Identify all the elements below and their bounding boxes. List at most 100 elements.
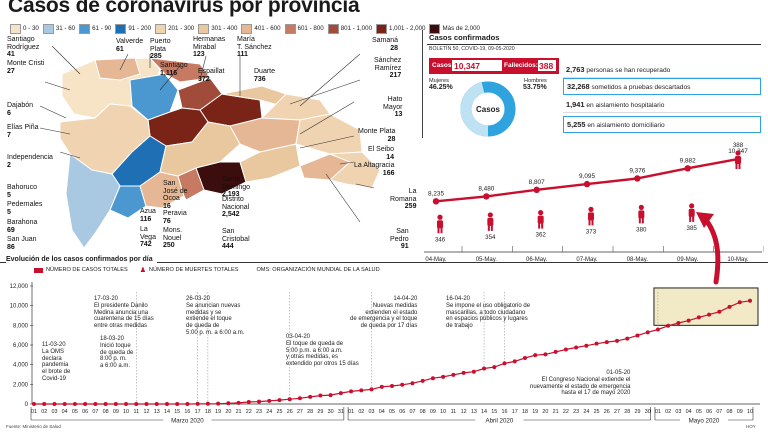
case-point bbox=[62, 402, 67, 406]
label-el-seibo: El Seibo 14 bbox=[368, 146, 395, 161]
stat-row: 32,268 sometidos a pruebas descartados bbox=[563, 78, 761, 95]
case-point bbox=[267, 398, 272, 403]
day-label: 10 bbox=[123, 409, 129, 415]
day-label: 24 bbox=[266, 409, 272, 415]
stat-value: 2,763 bbox=[566, 65, 585, 74]
recent-case-label: 8,235 bbox=[428, 190, 444, 197]
day-label: 12 bbox=[144, 409, 150, 415]
stat-text: en aislamiento hospitalario bbox=[584, 102, 665, 109]
day-label: 19 bbox=[215, 409, 221, 415]
hombres-label: Hombres 53.75% bbox=[523, 78, 547, 91]
day-label: 18 bbox=[522, 409, 528, 415]
day-label: 30 bbox=[328, 409, 334, 415]
case-point bbox=[246, 400, 251, 405]
casos-value: 10,347 bbox=[454, 61, 480, 71]
legend-swatch bbox=[79, 23, 91, 34]
case-point bbox=[512, 359, 517, 364]
month-label: Abril 2020 bbox=[485, 418, 513, 425]
mujeres-label: Mujeres 46.25% bbox=[429, 78, 453, 91]
label-hato-mayor: Hato Mayor 13 bbox=[383, 96, 403, 119]
day-label: 04 bbox=[62, 409, 68, 415]
case-point bbox=[32, 402, 36, 406]
day-label: 04 bbox=[686, 409, 692, 415]
legend-swatch bbox=[376, 23, 388, 34]
case-point bbox=[420, 378, 425, 383]
case-point bbox=[175, 402, 180, 406]
label-duarte: Duarte 736 bbox=[254, 68, 276, 83]
map-southwest bbox=[65, 153, 121, 249]
death-label: 388 bbox=[733, 142, 744, 149]
map-san-cristobal bbox=[177, 167, 205, 201]
annotation-16-04: 16-04-20 Se impone el uso obligatorio de… bbox=[446, 296, 531, 330]
label-san-juan: San Juan 86 bbox=[7, 236, 37, 251]
day-label: 04 bbox=[379, 409, 385, 415]
day-label: 26 bbox=[604, 409, 610, 415]
legend-swatch bbox=[115, 23, 127, 34]
day-label: 02 bbox=[358, 409, 364, 415]
label-monte-plata: Monte Plata 28 bbox=[358, 128, 396, 143]
annotation-14-04: 14-04-20 Nuevas medidas extienden el est… bbox=[350, 296, 418, 330]
map-central bbox=[159, 121, 241, 177]
day-label: 05 bbox=[389, 409, 395, 415]
credit: HOY bbox=[746, 424, 756, 429]
case-point bbox=[717, 309, 722, 314]
annotation-17-03: 17-03-20 El presidente Danilo Medina anu… bbox=[94, 296, 154, 330]
evolution-legend: NÚMERO DE CASOS TOTALES ♟ NÚMERO DE MUER… bbox=[34, 266, 380, 274]
recent-case-label: 8,807 bbox=[529, 179, 545, 186]
death-label: 354 bbox=[485, 234, 496, 241]
case-point bbox=[103, 402, 108, 406]
case-point bbox=[707, 312, 712, 317]
legend-label: 31 - 60 bbox=[55, 25, 76, 32]
death-figure bbox=[638, 204, 645, 224]
annotation-01-05: 01-05-20 El Congreso Nacional extiende e… bbox=[530, 370, 631, 397]
day-label: 13 bbox=[154, 409, 160, 415]
legend-label: 301 - 400 bbox=[211, 25, 238, 32]
recent-date-label: 06-May. bbox=[526, 257, 548, 262]
recent-cases-chart: 8,2358,4808,8079,0959,3769,88210,3473463… bbox=[424, 142, 764, 262]
recent-case-label: 8,480 bbox=[478, 185, 494, 192]
day-label: 01 bbox=[31, 409, 37, 415]
day-label: 17 bbox=[512, 409, 518, 415]
case-point bbox=[124, 402, 129, 406]
case-point bbox=[748, 298, 752, 303]
legend-swatch bbox=[198, 23, 210, 34]
death-figure bbox=[437, 214, 443, 234]
y-tick-label: 10,000 bbox=[10, 304, 29, 310]
province-map bbox=[39, 45, 381, 249]
day-label: 10 bbox=[747, 409, 753, 415]
y-tick-label: 4,000 bbox=[13, 363, 29, 369]
legend-label: 801 - 1,000 bbox=[340, 25, 373, 32]
case-point bbox=[676, 321, 681, 326]
legend-label: 0 - 30 bbox=[23, 25, 39, 32]
day-label: 21 bbox=[236, 409, 242, 415]
day-label: 10 bbox=[440, 409, 446, 415]
fallecidos-value: 388 bbox=[539, 61, 554, 71]
page-title: Casos de coronavirus por provincia bbox=[8, 0, 360, 17]
stat-value: 5,255 bbox=[567, 120, 586, 129]
day-label: 14 bbox=[481, 409, 487, 415]
label-distrito-nacional: Distrito Nacional 2,542 bbox=[222, 196, 250, 219]
label-samana: Samaná 28 bbox=[372, 37, 399, 52]
case-point bbox=[390, 384, 394, 389]
donut-mujeres bbox=[460, 81, 516, 137]
totals-badge: Casos: 10,347 Fallecidos: 388 bbox=[429, 58, 559, 74]
map-puerto-plata bbox=[148, 57, 211, 83]
case-point bbox=[144, 402, 149, 406]
stat-row: 1,941 en aislamiento hospitalario bbox=[563, 97, 761, 113]
stat-text: sometidos a pruebas descartados bbox=[589, 84, 691, 91]
map-valverde bbox=[94, 57, 141, 81]
case-point bbox=[185, 401, 190, 406]
case-point bbox=[277, 398, 282, 403]
legend-label: 1,001 - 2,000 bbox=[389, 25, 426, 32]
day-label: 11 bbox=[133, 409, 139, 415]
case-point bbox=[216, 401, 221, 406]
day-label: 06 bbox=[82, 409, 88, 415]
day-label: 25 bbox=[594, 409, 600, 415]
day-label: 01 bbox=[655, 409, 661, 415]
label-monte-cristi: Monte Cristi 27 bbox=[7, 60, 45, 75]
label-san-jose-de-ocoa: San José de Ocoa 16 bbox=[163, 180, 188, 210]
label-monsenor-nouel: Mons. Nouel 250 bbox=[163, 227, 183, 250]
label-santiago-rodriguez: Santiago Rodríguez 41 bbox=[7, 36, 40, 59]
evolution-title: Evolución de los casos confirmados por d… bbox=[6, 256, 157, 263]
case-point bbox=[205, 401, 210, 406]
